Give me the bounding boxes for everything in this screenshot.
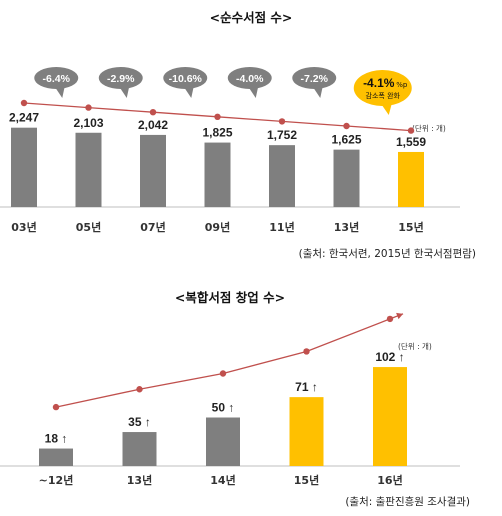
chart1-change-label: -10.6% (169, 73, 203, 85)
chart2-bar (39, 448, 73, 466)
chart1-bar (269, 145, 295, 207)
chart1-x-tick-label: 07년 (140, 220, 165, 234)
chart1-value-label: 1,625 (331, 133, 361, 147)
chart1-source: (출처: 한국서련, 2015년 한국서점편람) (299, 247, 476, 260)
chart1-change-bubble-tail (54, 84, 66, 98)
chart1-note-prefix: %p (396, 81, 408, 89)
chart2-line-point (52, 403, 60, 411)
chart1-change-bubble-tail (118, 84, 130, 98)
chart1-change-bubble-tail (247, 84, 259, 98)
chart2-unit-label: (단위 : 개) (398, 341, 432, 351)
chart1-bar (11, 127, 37, 207)
chart1-bar (333, 149, 360, 207)
chart1-x-tick-label: 11년 (269, 220, 294, 234)
chart1-change-bubble (34, 67, 79, 89)
chart2-bar (289, 397, 324, 466)
chart1-title: <순수서점 수> (210, 10, 293, 25)
chart1-line-point (343, 122, 350, 130)
chart1-change-bubble (98, 67, 143, 89)
chart1-line-point (149, 109, 157, 116)
chart1-change-label: -7.2% (301, 73, 329, 85)
chart2-trend-arrowhead (396, 312, 404, 320)
chart2-x-tick-label: 14년 (210, 473, 235, 487)
chart1-bar (204, 142, 231, 207)
chart1-change-label: -4.0% (236, 73, 264, 85)
chart2-x-tick-label: 16년 (377, 473, 402, 487)
chart2-trend-line (55, 318, 391, 408)
chart1-value-label: 1,752 (267, 128, 297, 142)
chart2-line-point (136, 386, 143, 393)
chart1-value-label: 2,103 (73, 116, 103, 130)
chart1-value-label: 1,825 (202, 126, 232, 140)
chart1-change-label: -6.4% (43, 73, 71, 85)
chart2-x-tick-label: ~12년 (39, 473, 74, 487)
chart2-title: <복합서점 창업 수> (175, 290, 285, 305)
chart1-change-bubble (227, 67, 272, 89)
chart1-x-tick-label: 15년 (398, 220, 423, 234)
chart2-x-tick-label: 15년 (294, 473, 319, 487)
chart1-line-point (214, 113, 221, 121)
chart1-note: 감소폭 완화 (366, 92, 401, 100)
chart1-x-tick-label: 05년 (76, 220, 101, 234)
chart2-line-point (219, 370, 227, 377)
chart1-bar (140, 134, 166, 207)
chart2-value-label: 35 ↑ (128, 415, 151, 429)
chart1-change-bubble-tail (312, 84, 324, 98)
chart1-line-point (20, 99, 28, 107)
chart1-unit-label: (단위 : 개) (412, 123, 446, 133)
chart1-highlight-bubble-tail (379, 100, 393, 115)
chart1-line-point (85, 104, 92, 111)
chart1-line-point (278, 118, 286, 125)
chart1-change-bubble (292, 67, 337, 89)
chart2-value-label: 102 ↑ (375, 350, 404, 364)
chart1-change-bubble (163, 67, 208, 89)
chart1-change-label: -4.1% (363, 76, 395, 90)
chart1-x-tick-label: 03년 (11, 220, 36, 234)
chart2-line-point (303, 348, 310, 355)
chart1-highlight-bubble (353, 70, 412, 106)
chart2-plot: 18 ↑ ~12년 35 ↑ 13년 50 ↑ 14년 71 ↑ 15년 102 ↑ 16년 (39, 312, 407, 487)
chart1-plot: 2,247 03년 2,103 05년 2,042 07년 1,825 09년 1,752 11년… (9, 67, 426, 234)
chart1-x-tick-label: 09년 (205, 220, 230, 234)
chart1-value-label: 2,042 (138, 118, 168, 132)
chart1-x-tick-label: 13년 (334, 220, 359, 234)
chart2-value-label: 18 ↑ (45, 432, 68, 446)
chart1-change-bubble-tail (183, 84, 195, 98)
chart2-bar (206, 417, 240, 466)
chart1-value-label: 1,559 (396, 135, 426, 149)
chart2-x-tick-label: 13년 (127, 473, 152, 487)
chart2-value-label: 71 ↑ (295, 380, 318, 394)
chart1-bar (75, 132, 102, 207)
chart1-bar (398, 151, 424, 207)
chart1-change-label: -2.9% (107, 73, 135, 85)
chart2-value-label: 50 ↑ (212, 401, 235, 415)
chart2-bar (122, 432, 157, 466)
chart2-source: (출처: 출판진흥원 조사결과) (345, 495, 470, 508)
chart1-value-label: 2,247 (9, 111, 39, 125)
chart1-line-point (407, 127, 415, 134)
chart2-bar (373, 367, 407, 466)
